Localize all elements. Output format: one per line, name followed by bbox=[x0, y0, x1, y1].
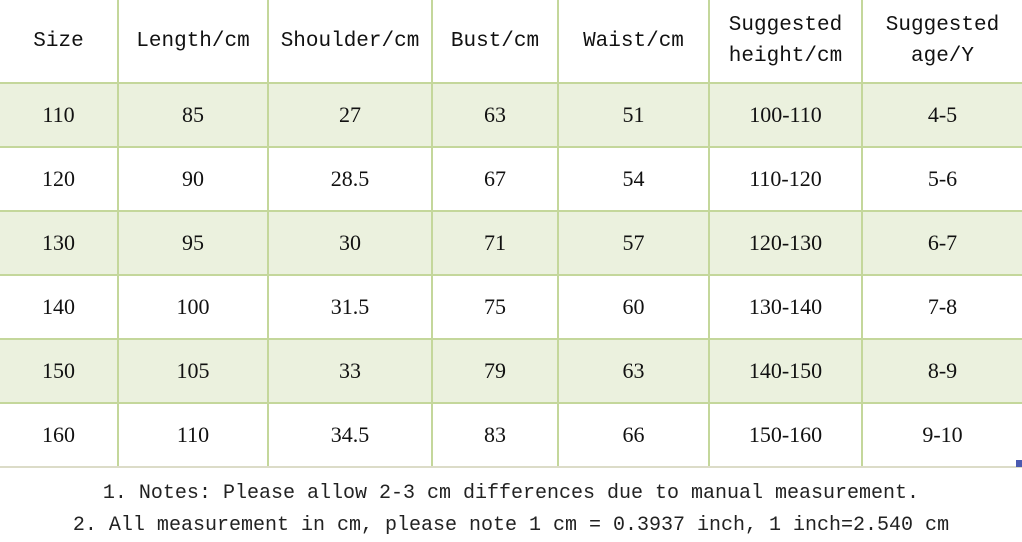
table-cell: 27 bbox=[267, 82, 433, 148]
table-cell: 7-8 bbox=[861, 274, 1022, 340]
table-cell: 6-7 bbox=[861, 210, 1022, 276]
table-cell: 63 bbox=[557, 338, 710, 404]
table-cell: 63 bbox=[431, 82, 559, 148]
table-cell: 67 bbox=[431, 146, 559, 212]
column-header: Suggested height/cm bbox=[708, 0, 863, 84]
table-row: 120 90 28.5 67 54 110-120 5-6 bbox=[0, 146, 1022, 212]
table-cell: 105 bbox=[117, 338, 269, 404]
table-cell: 66 bbox=[557, 402, 710, 468]
table-cell: 75 bbox=[431, 274, 559, 340]
table-cell: 160 bbox=[0, 402, 119, 468]
table-cell: 100-110 bbox=[708, 82, 863, 148]
column-header: Size bbox=[0, 0, 119, 84]
resize-handle-icon bbox=[1016, 460, 1022, 467]
table-cell: 79 bbox=[431, 338, 559, 404]
table-cell: 4-5 bbox=[861, 82, 1022, 148]
column-header: Bust/cm bbox=[431, 0, 559, 84]
table-cell: 83 bbox=[431, 402, 559, 468]
table-cell: 85 bbox=[117, 82, 269, 148]
table-cell: 30 bbox=[267, 210, 433, 276]
table-cell: 60 bbox=[557, 274, 710, 340]
size-chart-table: Size Length/cm Shoulder/cm Bust/cm Waist/cm S… bbox=[0, 0, 1022, 468]
table-cell: 110 bbox=[0, 82, 119, 148]
table-cell: 28.5 bbox=[267, 146, 433, 212]
table-cell: 110-120 bbox=[708, 146, 863, 212]
table-row: 160 110 34.5 83 66 150-160 9-10 bbox=[0, 402, 1022, 468]
table-cell: 150-160 bbox=[708, 402, 863, 468]
table-cell: 140-150 bbox=[708, 338, 863, 404]
table-row: 150 105 33 79 63 140-150 8-9 bbox=[0, 338, 1022, 404]
table-cell: 90 bbox=[117, 146, 269, 212]
header-row: Size Length/cm Shoulder/cm Bust/cm Waist/cm S… bbox=[0, 0, 1022, 84]
table-cell: 120-130 bbox=[708, 210, 863, 276]
table-cell: 51 bbox=[557, 82, 710, 148]
table-cell: 34.5 bbox=[267, 402, 433, 468]
table-cell: 110 bbox=[117, 402, 269, 468]
table-cell: 95 bbox=[117, 210, 269, 276]
table-cell: 33 bbox=[267, 338, 433, 404]
table-cell: 140 bbox=[0, 274, 119, 340]
table-cell: 150 bbox=[0, 338, 119, 404]
table-cell: 31.5 bbox=[267, 274, 433, 340]
table-cell: 120 bbox=[0, 146, 119, 212]
table-cell: 8-9 bbox=[861, 338, 1022, 404]
column-header: Waist/cm bbox=[557, 0, 710, 84]
table-cell: 9-10 bbox=[861, 402, 1022, 468]
table-cell: 54 bbox=[557, 146, 710, 212]
table-cell: 100 bbox=[117, 274, 269, 340]
table-cell: 57 bbox=[557, 210, 710, 276]
table-row: 140 100 31.5 75 60 130-140 7-8 bbox=[0, 274, 1022, 340]
table-cell: 71 bbox=[431, 210, 559, 276]
table-cell: 5-6 bbox=[861, 146, 1022, 212]
table-row: 130 95 30 71 57 120-130 6-7 bbox=[0, 210, 1022, 276]
column-header: Shoulder/cm bbox=[267, 0, 433, 84]
note-1: 1. Notes: Please allow 2-3 cm difference… bbox=[102, 482, 920, 505]
column-header: Length/cm bbox=[117, 0, 269, 84]
note-2: 2. All measurement in cm, please note 1 … bbox=[72, 514, 950, 537]
table-cell: 130-140 bbox=[708, 274, 863, 340]
table-cell: 130 bbox=[0, 210, 119, 276]
column-header: Suggested age/Y bbox=[861, 0, 1022, 84]
table-row: 110 85 27 63 51 100-110 4-5 bbox=[0, 82, 1022, 148]
notes: 1. Notes: Please allow 2-3 cm difference… bbox=[0, 478, 1022, 542]
